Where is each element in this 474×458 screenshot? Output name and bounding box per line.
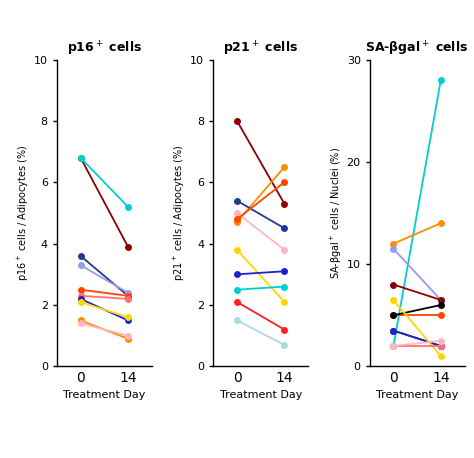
X-axis label: Treatment Day: Treatment Day bbox=[63, 390, 146, 400]
Title: SA-βgal$^+$ cells: SA-βgal$^+$ cells bbox=[365, 40, 469, 58]
Title: p16$^+$ cells: p16$^+$ cells bbox=[67, 40, 142, 58]
X-axis label: Treatment Day: Treatment Day bbox=[219, 390, 302, 400]
Y-axis label: p21$^+$ cells / Adipocytes (%): p21$^+$ cells / Adipocytes (%) bbox=[173, 145, 188, 281]
Y-axis label: SA-βgal$^+$ cells / Nuclei (%): SA-βgal$^+$ cells / Nuclei (%) bbox=[328, 147, 344, 279]
Title: p21$^+$ cells: p21$^+$ cells bbox=[223, 40, 298, 58]
X-axis label: Treatment Day: Treatment Day bbox=[376, 390, 458, 400]
Y-axis label: p16$^+$ cells / Adipocytes (%): p16$^+$ cells / Adipocytes (%) bbox=[16, 145, 31, 281]
